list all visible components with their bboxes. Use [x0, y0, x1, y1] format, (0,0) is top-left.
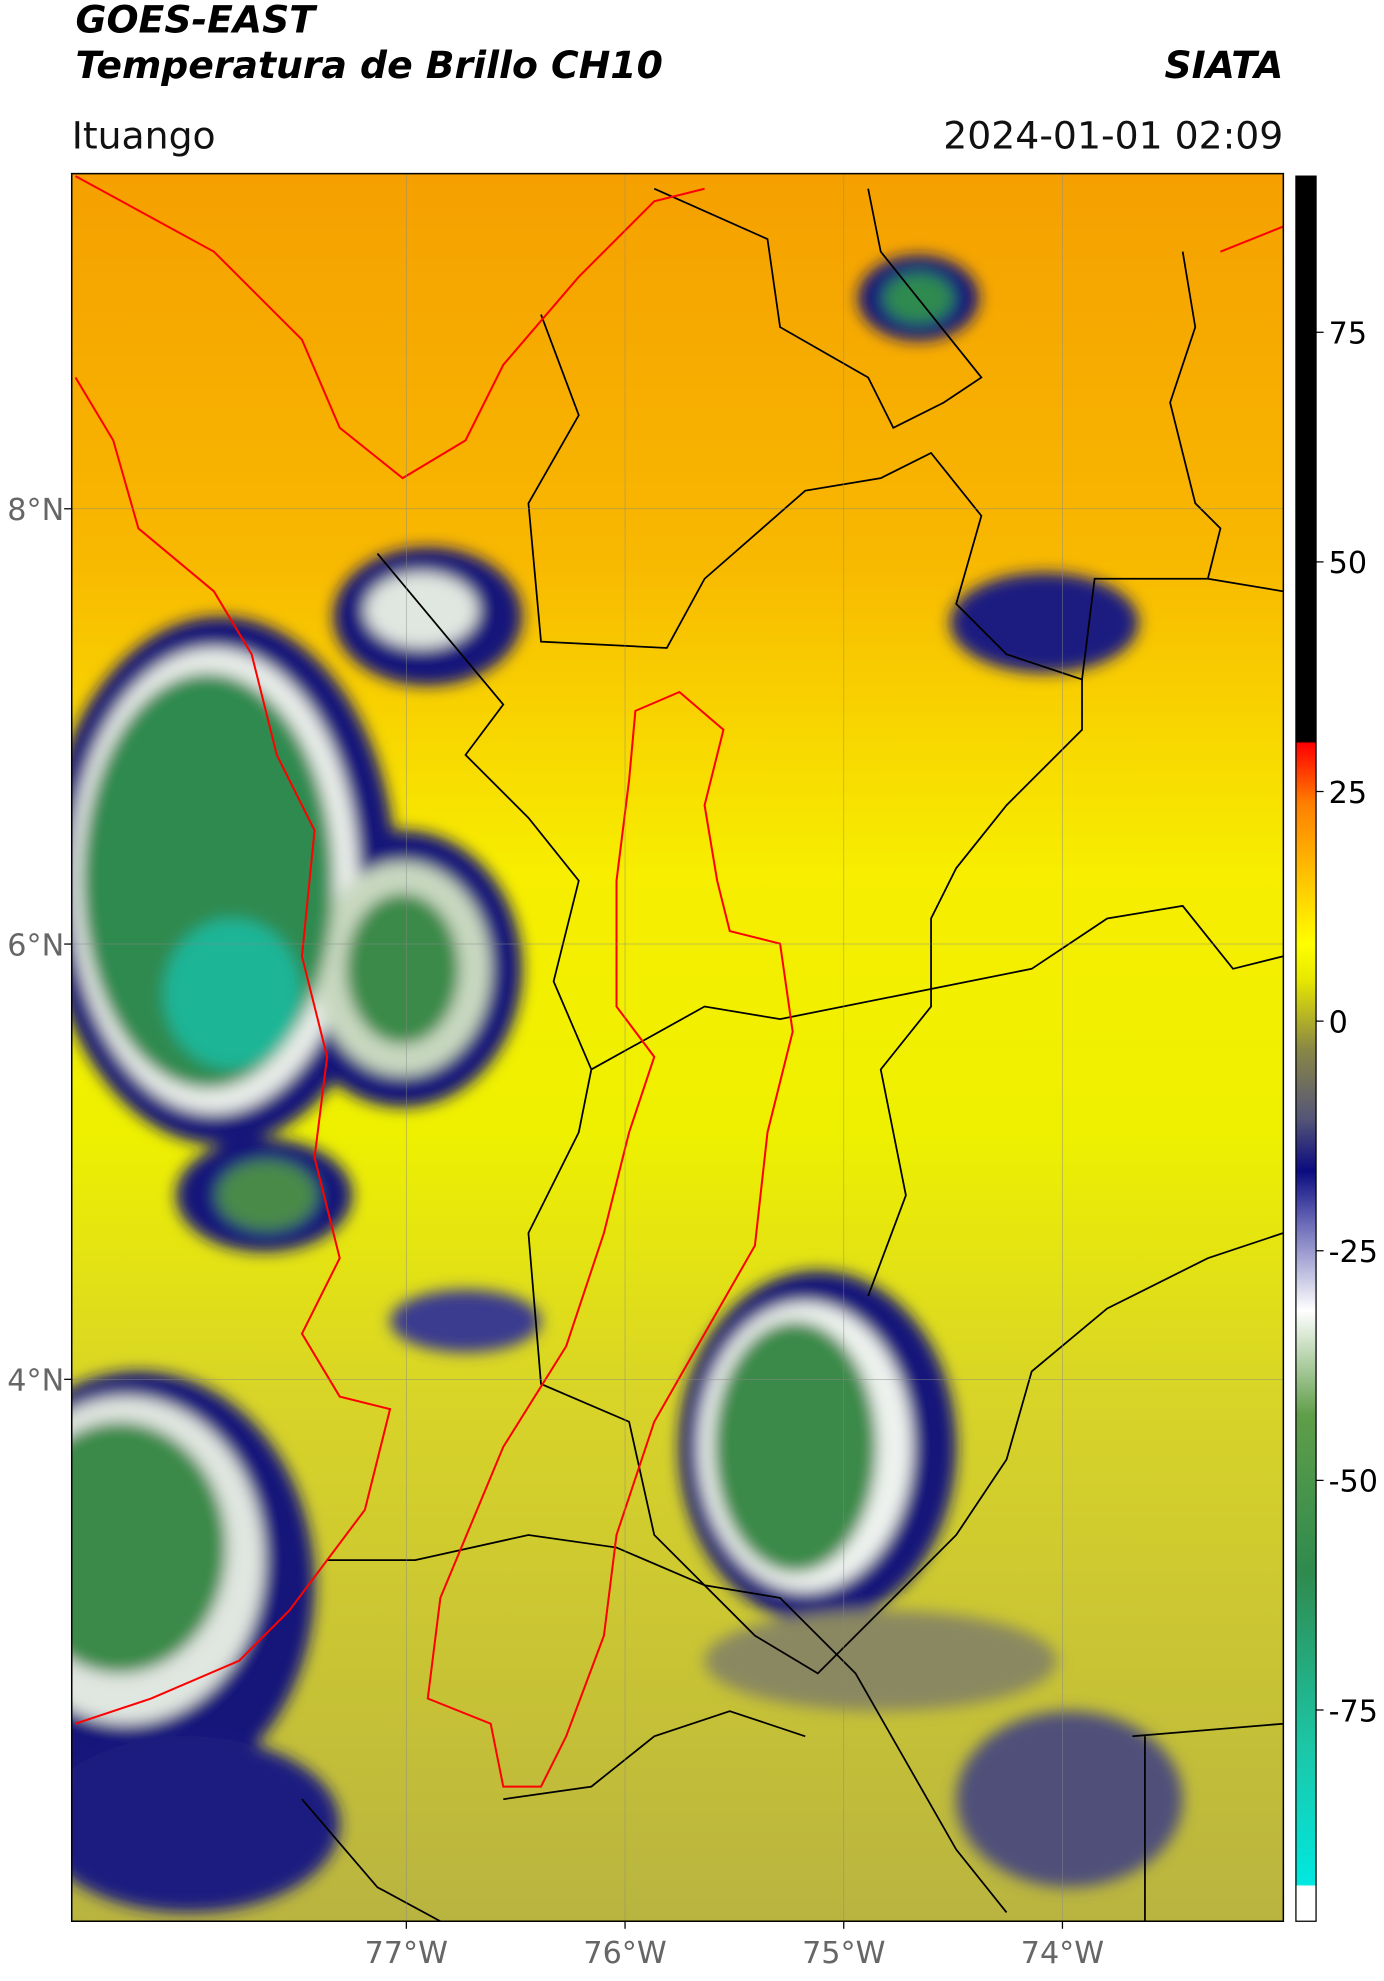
colorbar-ticks: 75 50 25 0 -25 -50 -75: [1316, 317, 1378, 1729]
colorbar: [1295, 175, 1317, 1922]
colorbar-label: 0: [1329, 1005, 1348, 1040]
lon-label: 77°W: [365, 1936, 448, 1971]
lon-label: 74°W: [1021, 1936, 1104, 1971]
basin-borders: [74, 175, 1284, 1788]
admin-borders: [301, 187, 1284, 1922]
colorbar-label: -25: [1329, 1235, 1378, 1270]
lat-label: 6°N: [7, 928, 64, 963]
colorbar-label: 25: [1329, 776, 1367, 811]
organization: SIATA: [1165, 43, 1284, 87]
datetime: 2024-01-01 02:09: [943, 113, 1283, 157]
graticule: [71, 173, 1284, 1922]
map: [71, 173, 1284, 1922]
location: Ituango: [72, 113, 216, 157]
colorbar-label: 50: [1329, 546, 1367, 581]
map-axes: 8°N 6°N 4°N 77°W 76°W 75°W 74°W: [7, 493, 1104, 1971]
colorbar-label: 75: [1329, 317, 1367, 352]
lat-label: 4°N: [7, 1364, 64, 1399]
colorbar-label: -50: [1329, 1465, 1378, 1500]
title: GOES-EAST: [75, 0, 318, 42]
map-frame: [70, 172, 1285, 1922]
subtitle: Temperatura de Brillo CH10: [75, 43, 662, 87]
lon-label: 76°W: [583, 1936, 666, 1971]
lon-label: 75°W: [802, 1936, 885, 1971]
lat-label: 8°N: [7, 493, 64, 528]
colorbar-label: -75: [1329, 1694, 1378, 1729]
